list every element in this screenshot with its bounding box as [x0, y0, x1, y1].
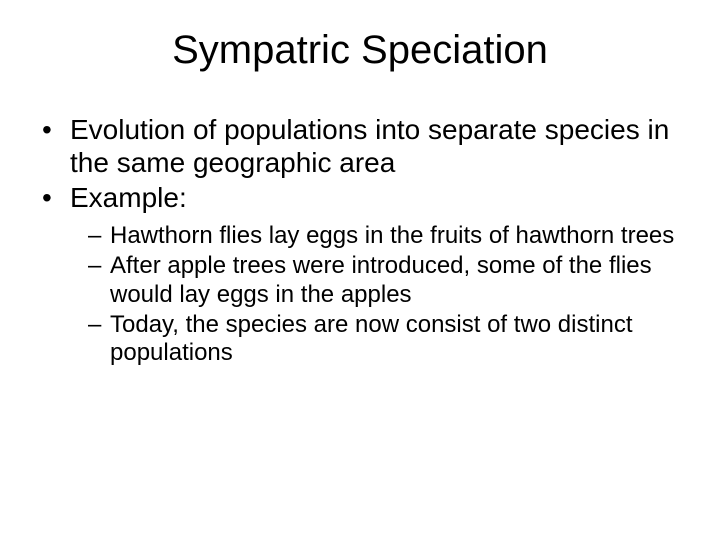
- sub-bullet-list: Hawthorn flies lay eggs in the fruits of…: [88, 222, 690, 368]
- slide-title: Sympatric Speciation: [30, 28, 690, 73]
- bullet-text: Evolution of populations into separate s…: [70, 114, 669, 178]
- sub-bullet-text: Today, the species are now consist of tw…: [110, 311, 632, 366]
- slide: Sympatric Speciation Evolution of popula…: [0, 0, 720, 540]
- bullet-list: Evolution of populations into separate s…: [42, 113, 690, 368]
- sub-bullet-item: After apple trees were introduced, some …: [88, 252, 690, 309]
- bullet-item: Evolution of populations into separate s…: [42, 113, 690, 179]
- sub-bullet-text: After apple trees were introduced, some …: [110, 252, 652, 307]
- bullet-text: Example:: [70, 182, 187, 213]
- sub-bullet-text: Hawthorn flies lay eggs in the fruits of…: [110, 222, 674, 249]
- sub-bullet-item: Hawthorn flies lay eggs in the fruits of…: [88, 222, 690, 250]
- sub-bullet-item: Today, the species are now consist of tw…: [88, 311, 690, 368]
- bullet-item: Example: Hawthorn flies lay eggs in the …: [42, 181, 690, 368]
